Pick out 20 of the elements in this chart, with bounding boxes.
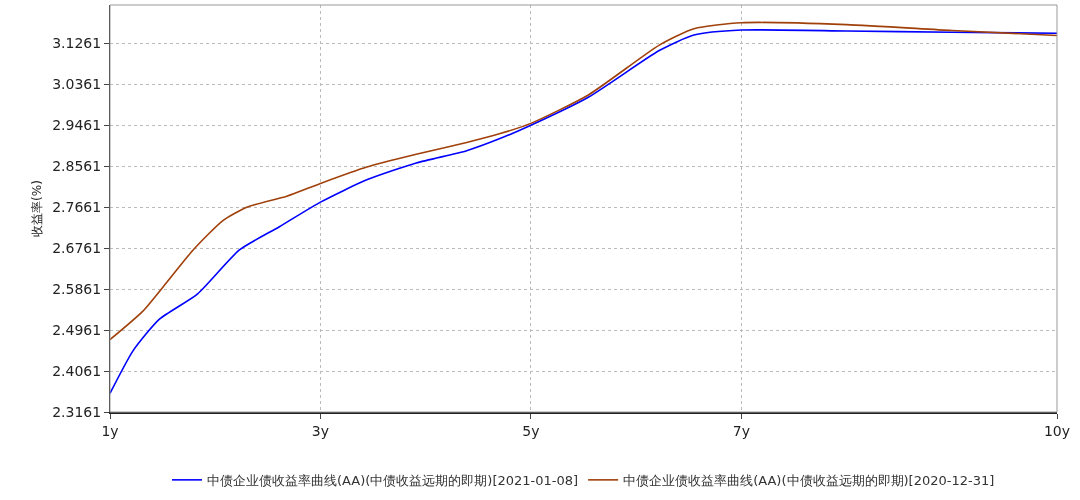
y-tick-label: 2.9461 xyxy=(52,117,102,134)
y-tick-label: 2.8561 xyxy=(52,158,102,175)
y-tick-label: 2.7661 xyxy=(52,199,102,216)
y-tick-label: 2.4061 xyxy=(52,362,102,379)
y-tick-label: 3.0361 xyxy=(52,76,102,93)
y-tick-label: 2.5861 xyxy=(52,280,102,297)
legend-label: 中债企业债收益率曲线(AA)(中债收益远期的即期)[2021-01-08] xyxy=(207,472,579,488)
x-tick-label: 3y xyxy=(311,422,330,439)
line-series xyxy=(110,21,1057,341)
x-tick-label: 10y xyxy=(1043,422,1071,439)
line-series xyxy=(110,29,1057,395)
x-tick-label: 1y xyxy=(101,422,119,439)
y-axis-title: 收益率(%) xyxy=(29,180,44,237)
x-tick-label: 7y xyxy=(732,422,750,439)
y-tick-label: 2.6761 xyxy=(52,239,102,256)
legend-label: 中债企业债收益率曲线(AA)(中债收益远期的即期)[2020-12-31] xyxy=(623,472,995,488)
y-tick-label: 2.4961 xyxy=(52,321,102,338)
x-tick-label: 5y xyxy=(522,422,540,439)
y-tick-label: 3.1261 xyxy=(52,35,102,52)
y-tick-label: 2.3161 xyxy=(52,403,102,420)
